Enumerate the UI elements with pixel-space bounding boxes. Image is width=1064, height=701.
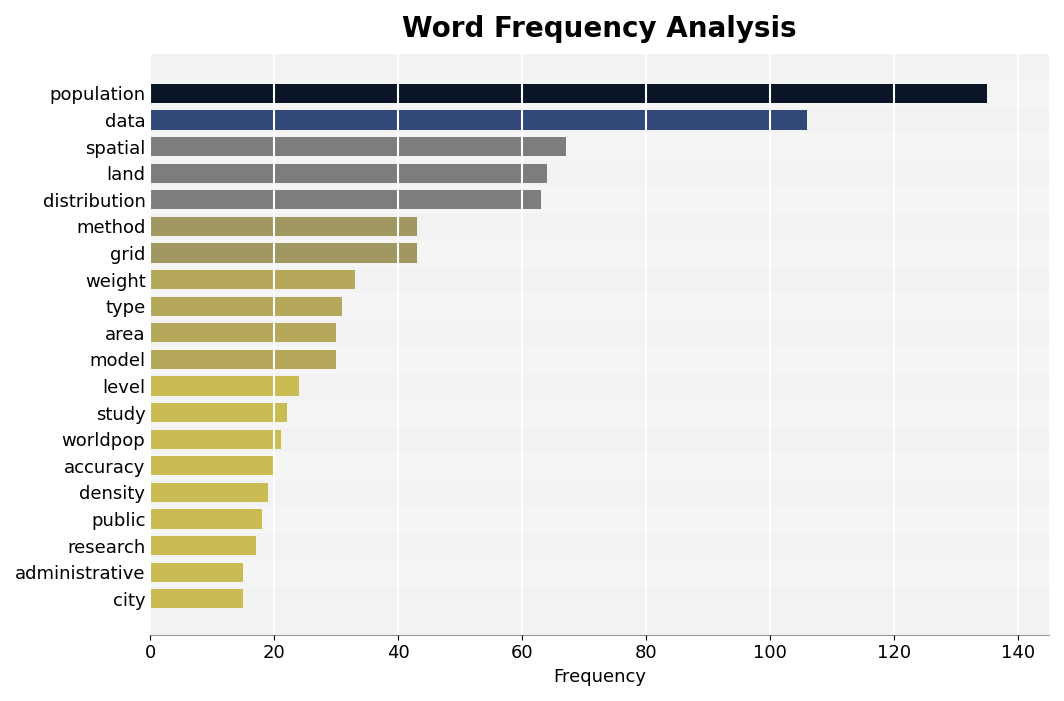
Bar bbox=[150, 293, 1049, 320]
Bar bbox=[150, 430, 281, 449]
Title: Word Frequency Analysis: Word Frequency Analysis bbox=[402, 15, 797, 43]
Bar bbox=[150, 536, 255, 555]
Bar bbox=[150, 589, 244, 608]
Bar bbox=[150, 163, 547, 183]
Bar bbox=[150, 456, 275, 475]
Bar bbox=[150, 400, 1049, 426]
Bar bbox=[150, 350, 336, 369]
Bar bbox=[150, 403, 286, 422]
Bar bbox=[150, 137, 566, 156]
Bar bbox=[150, 84, 987, 103]
Bar bbox=[150, 190, 541, 210]
Bar bbox=[150, 510, 262, 529]
Bar bbox=[150, 243, 417, 263]
Bar bbox=[150, 240, 1049, 266]
Bar bbox=[150, 559, 1049, 585]
Bar bbox=[150, 505, 1049, 532]
Bar bbox=[150, 110, 808, 130]
Bar bbox=[150, 217, 417, 236]
Bar bbox=[150, 133, 1049, 160]
Bar bbox=[150, 323, 336, 342]
Bar bbox=[150, 346, 1049, 373]
X-axis label: Frequency: Frequency bbox=[553, 668, 646, 686]
Bar bbox=[150, 186, 1049, 213]
Bar bbox=[150, 483, 268, 502]
Bar bbox=[150, 452, 1049, 479]
Bar bbox=[150, 563, 244, 582]
Bar bbox=[150, 376, 299, 395]
Bar bbox=[150, 80, 1049, 107]
Bar bbox=[150, 270, 355, 289]
Bar bbox=[150, 297, 343, 315]
